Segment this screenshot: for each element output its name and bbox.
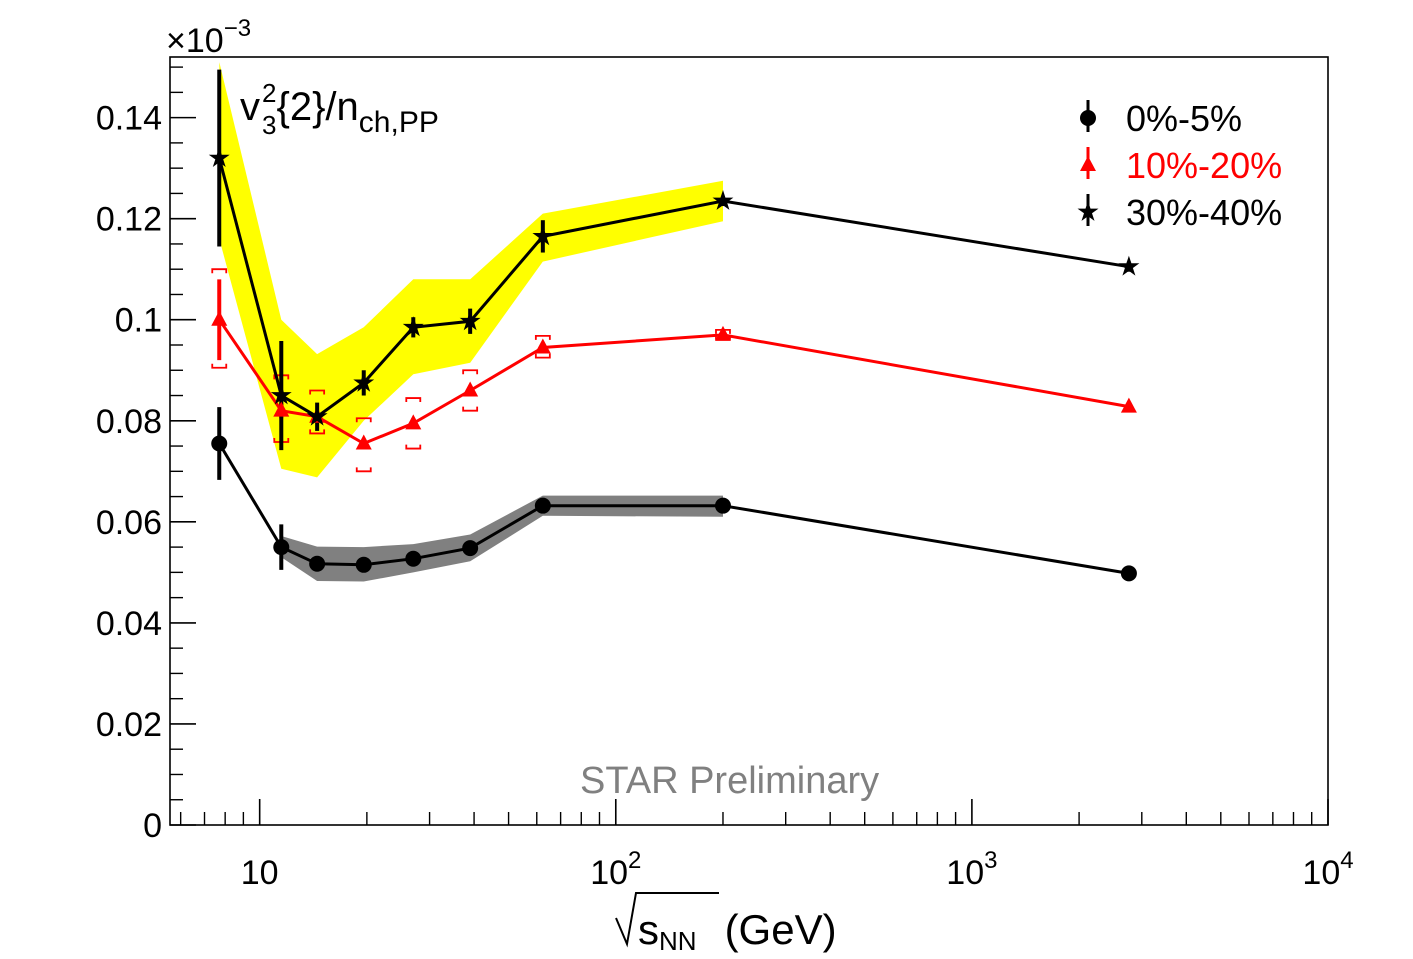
sys-bracket-lo-1-5 <box>462 406 479 412</box>
data-point-0-2 <box>309 555 326 572</box>
data-point-0-8 <box>1120 565 1137 582</box>
data-point-1-0 <box>211 310 228 326</box>
data-point-1-6 <box>534 338 551 354</box>
data-markers <box>208 147 1140 582</box>
data-point-1-4 <box>405 414 422 430</box>
sys-bracket-hi-1-5 <box>462 369 479 375</box>
x-tick-label-3: 104 <box>1302 847 1353 892</box>
data-point-2-1 <box>270 384 292 405</box>
y-axis-label: v2 3{2}/nch,PP <box>240 78 439 140</box>
y-tick-label-2: 0.04 <box>96 605 162 643</box>
data-point-2-7 <box>712 190 734 210</box>
data-point-0-3 <box>355 556 372 573</box>
y-tick-label-3: 0.06 <box>96 504 162 542</box>
star-preliminary-annotation: STAR Preliminary <box>580 760 879 802</box>
data-point-0-1 <box>273 539 290 556</box>
axis-ticks <box>170 66 1329 826</box>
data-point-2-2 <box>306 405 328 426</box>
sys-bracket-lo-1-4 <box>405 444 422 450</box>
data-point-0-6 <box>534 497 551 514</box>
legend-label-1: 10%-20% <box>1126 145 1282 186</box>
sys-bracket-hi-1-0 <box>211 268 228 274</box>
data-point-2-4 <box>402 316 424 337</box>
legend-label-2: 30%-40% <box>1126 192 1282 233</box>
y-tick-labels: 0 0.02 0.04 0.06 0.08 0.1 0.12 0.14 <box>96 100 162 845</box>
y-tick-label-1: 0.02 <box>96 706 162 744</box>
data-point-1-5 <box>462 381 479 397</box>
y-tick-label-6: 0.12 <box>96 201 162 239</box>
legend: 0%-5% 10%-20% 30%-40% <box>1077 98 1282 233</box>
data-point-1-8 <box>1120 397 1137 413</box>
data-point-2-5 <box>459 310 481 331</box>
sys-bracket-hi-1-4 <box>405 397 422 403</box>
band-series-2 <box>219 62 724 478</box>
data-point-1-3 <box>355 434 372 450</box>
legend-marker-1 <box>1080 156 1096 171</box>
y-tick-label-7: 0.14 <box>96 100 162 138</box>
band-series-0 <box>281 495 723 582</box>
y-tick-label-0: 0 <box>143 807 162 845</box>
data-point-0-0 <box>211 435 228 452</box>
y-multiplier: ×10−3 <box>166 15 251 60</box>
sys-bracket-hi-1-6 <box>534 335 551 340</box>
x-tick-labels: 10 102 103 104 <box>241 847 1354 892</box>
data-point-2-0 <box>208 147 230 167</box>
svg-text:sNN(GeV): sNN (GeV) <box>638 906 837 956</box>
sys-bracket-lo-1-2 <box>309 429 326 435</box>
x-tick-label-0: 10 <box>241 854 279 892</box>
legend-marker-0 <box>1080 110 1096 126</box>
data-point-1-7 <box>714 325 731 341</box>
data-point-2-3 <box>353 371 375 392</box>
sys-bracket-lo-1-0 <box>211 363 228 369</box>
legend-marker-2 <box>1077 201 1099 221</box>
y-tick-label-5: 0.1 <box>115 302 162 340</box>
data-point-1-1 <box>273 401 290 417</box>
sqrt-sign <box>615 892 719 948</box>
sys-bracket-lo-1-3 <box>355 467 372 473</box>
x-axis-label: sNN (GeV) <box>615 892 837 956</box>
legend-label-0: 0%-5% <box>1126 98 1242 139</box>
sys-bracket-hi-1-2 <box>309 389 326 395</box>
x-tick-label-1: 102 <box>590 847 641 892</box>
data-point-0-7 <box>714 497 731 514</box>
data-point-2-8 <box>1118 255 1140 276</box>
sys-bracket-lo-1-6 <box>534 353 551 359</box>
y-tick-label-4: 0.08 <box>96 403 162 441</box>
data-point-0-5 <box>462 540 479 557</box>
data-point-0-4 <box>405 550 422 567</box>
plot-frame <box>169 56 1329 826</box>
sys-bracket-hi-1-3 <box>355 417 372 423</box>
data-point-2-6 <box>532 225 554 246</box>
x-tick-label-2: 103 <box>946 847 997 892</box>
